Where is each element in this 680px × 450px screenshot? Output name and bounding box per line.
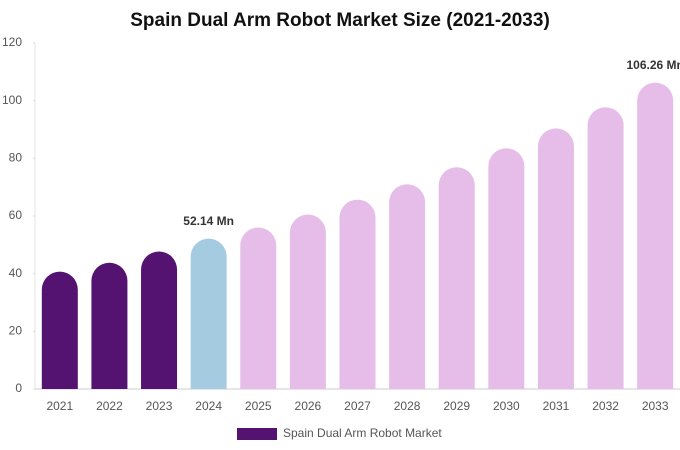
x-tick-label: 2027 xyxy=(344,399,371,413)
bar xyxy=(637,82,674,389)
x-tick-label: 2026 xyxy=(295,399,322,413)
bar xyxy=(190,238,227,389)
bar xyxy=(91,262,128,389)
bar xyxy=(389,184,426,389)
x-tick-label: 2030 xyxy=(493,399,520,413)
x-tick-label: 2028 xyxy=(394,399,421,413)
y-tick-label: 100 xyxy=(2,93,22,107)
x-tick-label: 2029 xyxy=(443,399,470,413)
y-tick-label: 120 xyxy=(2,35,22,49)
data-label: 106.26 Mn xyxy=(627,58,680,72)
bar xyxy=(488,148,525,389)
x-tick-label: 2025 xyxy=(245,399,272,413)
bar xyxy=(587,107,624,389)
y-tick-label: 20 xyxy=(9,324,23,338)
legend-label: Spain Dual Arm Robot Market xyxy=(283,426,442,440)
bar xyxy=(240,227,277,389)
y-tick-label: 60 xyxy=(9,208,23,222)
y-tick-label: 80 xyxy=(9,151,23,165)
bar xyxy=(438,167,475,389)
x-tick-label: 2031 xyxy=(543,399,570,413)
x-tick-label: 2033 xyxy=(642,399,669,413)
x-tick-label: 2022 xyxy=(96,399,123,413)
bar xyxy=(339,199,376,389)
x-tick-label: 2032 xyxy=(592,399,619,413)
bar xyxy=(289,214,326,389)
y-tick-label: 40 xyxy=(9,266,23,280)
x-tick-label: 2021 xyxy=(46,399,73,413)
x-tick-label: 2024 xyxy=(195,399,222,413)
bar xyxy=(537,128,574,389)
bar xyxy=(41,271,78,389)
legend-swatch xyxy=(237,428,277,440)
y-tick-label: 0 xyxy=(15,381,22,395)
data-label: 52.14 Mn xyxy=(183,214,234,228)
x-tick-label: 2023 xyxy=(146,399,173,413)
bar xyxy=(141,251,178,389)
chart-title: Spain Dual Arm Robot Market Size (2021-2… xyxy=(130,10,550,31)
